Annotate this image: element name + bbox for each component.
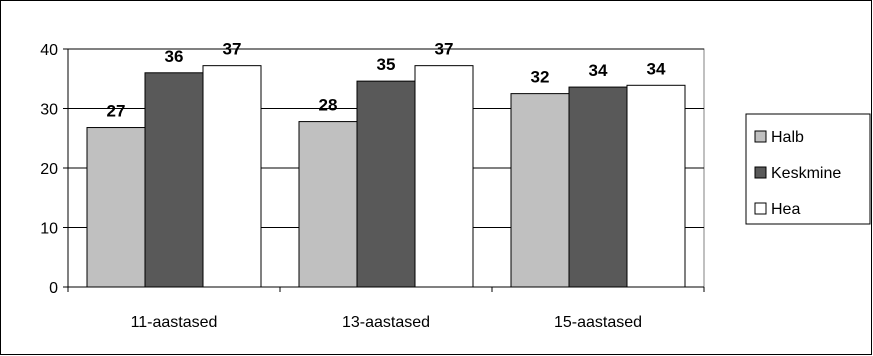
bar-hea-0 [202,65,262,288]
data-label: 28 [319,96,338,115]
bar-halb-2 [510,93,570,288]
legend: Halb Keskmine Hea [745,113,871,225]
data-label: 27 [107,102,126,121]
y-tick-label: 40 [40,42,58,59]
y-tick-label: 20 [40,161,58,178]
data-label: 35 [377,55,396,74]
x-category-label: 11-aastased [131,314,218,331]
bar-halb-1 [298,121,358,288]
data-label: 32 [531,68,550,87]
data-label: 34 [647,59,666,78]
y-tick-label: 10 [40,221,58,238]
y-tick-label: 0 [49,280,58,297]
bar-hea-2 [626,84,686,288]
legend-label-keskmine: Keskmine [771,165,841,182]
bar-keskmine-1 [356,80,416,288]
data-label: 37 [435,40,454,59]
data-label: 36 [165,47,184,66]
legend-swatch-halb [754,130,767,143]
legend-swatch-hea [754,202,767,215]
bar-hea-1 [414,65,474,288]
data-label: 37 [223,40,242,59]
legend-label-halb: Halb [771,129,804,146]
bar-halb-0 [86,127,146,288]
plot-area: 0 10 20 30 40 27 36 37 11-aastased 28 35 37 13-aasta… [40,40,705,331]
bar-keskmine-0 [144,72,204,288]
y-tick-label: 30 [40,102,58,119]
data-label: 34 [589,61,608,80]
legend-label-hea: Hea [771,201,800,218]
legend-box [745,113,871,225]
x-category-label: 15-aastased [554,314,642,331]
legend-swatch-keskmine [754,166,767,179]
x-category-label: 13-aastased [342,314,430,331]
bar-keskmine-2 [568,86,628,288]
